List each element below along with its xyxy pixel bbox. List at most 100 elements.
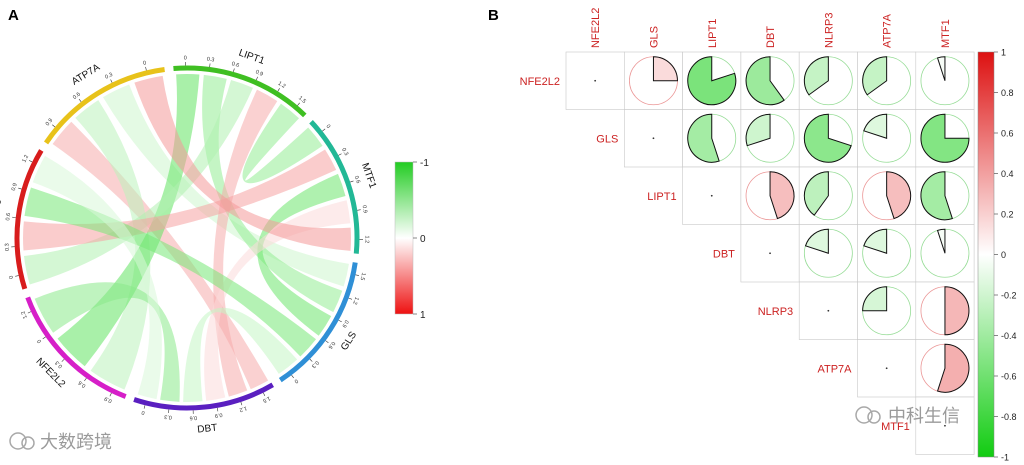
chord-link-lipt1-mtf1: [242, 103, 323, 184]
chord-tick-label: 0: [141, 409, 145, 416]
chord-tick: [256, 76, 258, 81]
matrix-column-label-mtf1: MTF1: [940, 19, 952, 48]
matrix-pie: [886, 171, 912, 220]
chord-tick-label: 0.6: [353, 175, 361, 184]
chord-arc-mtf1: [309, 120, 360, 254]
chord-tick: [233, 68, 235, 72]
matrix-row-label-nfe2l2: NFE2L2: [520, 76, 560, 88]
matrix-cell-gls-gls: [623, 109, 683, 168]
matrix-cell-dbt-atp7a: [857, 224, 917, 283]
chord-colorbar: -1 0 1: [394, 158, 429, 321]
chord-tick: [84, 377, 87, 382]
chord-link-mtf1-gls: [257, 173, 346, 336]
chord-tick-label: 0.6: [231, 61, 240, 69]
watermark-left: 大数跨境: [9, 432, 112, 453]
chord-tick-label: 0.3: [4, 243, 10, 251]
matrix-cell-lipt1-mtf1: [915, 166, 975, 225]
matrix-pie: [745, 113, 771, 147]
chord-tick-label: 0.9: [214, 411, 223, 418]
matrix-pie: [936, 343, 970, 393]
chord-tick-label: 1.5: [297, 95, 307, 105]
chord-arc-lipt1: [173, 65, 307, 118]
chord-arc-gls: [278, 262, 358, 383]
chord-tick: [216, 407, 219, 412]
matrix-pie: [862, 286, 888, 312]
chord-link-nlrp3-dbt: [32, 155, 162, 400]
matrix-colorbar-label: -0.6: [1001, 372, 1017, 382]
chord-colorbar-label: 1: [420, 310, 426, 321]
chord-tick: [61, 358, 65, 362]
chord-tick: [309, 358, 313, 362]
matrix-cell-atp7a-mtf1: [915, 339, 975, 398]
chord-tick-label: 0.9: [104, 395, 114, 404]
matrix-pie: [920, 171, 953, 221]
matrix-cell-gls-dbt: [740, 109, 800, 168]
chord-tick: [355, 274, 360, 276]
chord-tick: [52, 124, 56, 128]
chord-link-gls-dbt: [183, 307, 298, 402]
chord-link-atp7a-nfe2l2: [75, 100, 151, 390]
matrix-colorbar-gradient: [977, 51, 995, 458]
matrix-colorbar-label: 0: [1001, 250, 1006, 260]
panel-b-label: B: [488, 7, 499, 24]
chord-tick: [357, 209, 361, 211]
matrix-pie: [803, 171, 829, 216]
matrix-cell-dbt-nlrp3: [798, 224, 858, 283]
matrix-colorbar-label: -0.8: [1001, 412, 1017, 422]
chord-tick-label: 0.6: [72, 91, 82, 100]
matrix-colorbar-label: 1: [1001, 48, 1006, 58]
chord-link-nfe2l2-dbt: [34, 282, 180, 402]
matrix-column-label-nlrp3: NLRP3: [823, 13, 835, 48]
matrix-pie: [803, 113, 852, 163]
matrix-cell-gls-lipt1: [682, 109, 742, 168]
chord-tick-label: 0: [9, 275, 16, 279]
chord-tick: [143, 405, 146, 409]
matrix-column-label-atp7a: ATP7A: [882, 13, 894, 48]
matrix-colorbar-label: 0.8: [1001, 88, 1014, 98]
chord-tick: [277, 88, 280, 92]
chord-colorbar-gradient: [394, 161, 414, 315]
matrix-pie: [936, 228, 946, 254]
chord-tick: [145, 66, 147, 71]
chord-arc-atp7a: [43, 67, 165, 145]
matrix-diagonal-dot: [885, 367, 888, 370]
matrix-pie: [936, 56, 946, 81]
matrix-cell-nfe2l2-dbt: [740, 51, 800, 110]
chord-colorbar-label: 0: [420, 234, 426, 245]
chord-tick: [350, 180, 354, 183]
matrix-colorbar-label: 0.4: [1001, 169, 1014, 179]
matrix-pie: [803, 56, 829, 96]
chord-tick-label: 0: [325, 124, 332, 130]
chord-segment-label: DBT: [197, 423, 218, 436]
chord-link-atp7a-dbt: [52, 121, 269, 390]
matrix-cell-nlrp3-nlrp3: [798, 281, 858, 340]
matrix-pie: [944, 286, 970, 336]
chord-tick: [263, 392, 266, 396]
chord-segment-dbt: 1.5 1.2 0.9 0.6 0.3 0 DBT: [133, 382, 274, 436]
matrix-column-label-nfe2l2: NFE2L2: [590, 8, 602, 48]
chord-tick-label: 0.3: [206, 57, 214, 64]
chord-link-gls-nlrp3: [24, 187, 317, 357]
matrix-cell-dbt-mtf1: [915, 224, 975, 283]
matrix-cell-nfe2l2-gls: [623, 51, 683, 110]
matrix-diagonal-dot: [710, 194, 713, 197]
chord-tick: [109, 392, 112, 397]
chord-segment-label: ATP7A: [70, 62, 102, 88]
chord-tick-label: 0.9: [45, 118, 55, 128]
chord-tick-label: 1.2: [238, 405, 247, 413]
chord-tick-label: 0.3: [310, 359, 320, 369]
chord-link-mtf1-dbt: [204, 200, 351, 401]
watermark-right: 中科生信: [855, 406, 960, 427]
chord-tick-label: 0: [184, 55, 187, 61]
matrix-cell-nfe2l2-atp7a: [857, 51, 917, 110]
matrix-cell-gls-atp7a: [857, 109, 917, 168]
matrix-cell-lipt1-nlrp3: [798, 166, 858, 225]
matrix-pie: [920, 113, 970, 163]
chord-tick: [27, 311, 32, 314]
matrix-cell-nfe2l2-nlrp3: [798, 51, 858, 110]
chord-tick: [297, 102, 300, 106]
chord-link-lipt1-dbt: [213, 89, 278, 397]
panel-a-label: A: [8, 7, 19, 24]
matrix-cell-nfe2l2-mtf1: [915, 51, 975, 110]
